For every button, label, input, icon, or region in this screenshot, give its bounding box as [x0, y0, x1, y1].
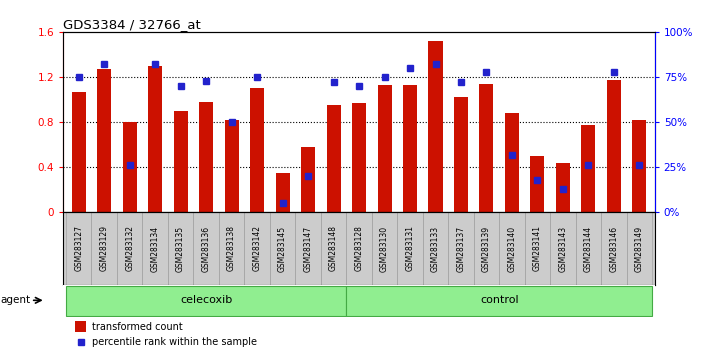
Bar	[397, 212, 423, 285]
Bar	[479, 84, 494, 212]
Bar	[607, 80, 621, 212]
Bar	[556, 163, 570, 212]
Bar	[423, 212, 448, 285]
Bar	[505, 113, 519, 212]
Text: GSM283147: GSM283147	[303, 225, 313, 272]
Text: GDS3384 / 32766_at: GDS3384 / 32766_at	[63, 18, 201, 31]
Text: agent: agent	[1, 295, 31, 305]
Text: GSM283143: GSM283143	[558, 225, 567, 272]
Text: GSM283129: GSM283129	[100, 225, 108, 272]
Bar	[275, 173, 289, 212]
Bar	[148, 66, 162, 212]
Text: GSM283132: GSM283132	[125, 225, 134, 272]
Bar	[270, 212, 295, 285]
Text: control: control	[480, 295, 519, 305]
Text: GSM283128: GSM283128	[355, 225, 363, 272]
Bar	[530, 156, 544, 212]
Bar	[194, 212, 219, 285]
Bar	[122, 122, 137, 212]
Bar	[582, 126, 596, 212]
Bar	[321, 212, 346, 285]
Text: celecoxib: celecoxib	[180, 295, 232, 305]
Bar	[372, 212, 397, 285]
FancyBboxPatch shape	[346, 286, 652, 316]
Bar	[142, 212, 168, 285]
Text: GSM283141: GSM283141	[533, 225, 542, 272]
Bar	[327, 105, 341, 212]
Bar	[499, 212, 524, 285]
Text: GSM283131: GSM283131	[406, 225, 415, 272]
Text: GSM283144: GSM283144	[584, 225, 593, 272]
Bar	[403, 85, 417, 212]
Bar	[75, 321, 86, 332]
Text: transformed count: transformed count	[92, 321, 182, 332]
Bar	[601, 212, 627, 285]
Bar	[377, 85, 391, 212]
Bar	[66, 212, 92, 285]
Bar	[250, 88, 264, 212]
Bar	[174, 111, 188, 212]
Text: GSM283148: GSM283148	[329, 225, 338, 272]
Text: GSM283136: GSM283136	[201, 225, 210, 272]
Bar	[352, 103, 366, 212]
Bar	[168, 212, 194, 285]
FancyBboxPatch shape	[66, 286, 346, 316]
Text: GSM283134: GSM283134	[151, 225, 160, 272]
Text: percentile rank within the sample: percentile rank within the sample	[92, 337, 257, 347]
Text: GSM283139: GSM283139	[482, 225, 491, 272]
Bar	[244, 212, 270, 285]
Bar	[97, 69, 111, 212]
Bar	[219, 212, 244, 285]
Text: GSM283142: GSM283142	[253, 225, 262, 272]
Text: GSM283149: GSM283149	[635, 225, 644, 272]
Bar	[448, 212, 474, 285]
Text: GSM283146: GSM283146	[610, 225, 618, 272]
Bar	[295, 212, 321, 285]
Bar	[429, 41, 443, 212]
Bar	[199, 102, 213, 212]
Bar	[225, 120, 239, 212]
Text: GSM283138: GSM283138	[227, 225, 236, 272]
Bar	[117, 212, 142, 285]
Bar	[627, 212, 652, 285]
Text: GSM283140: GSM283140	[508, 225, 517, 272]
Bar	[524, 212, 551, 285]
Bar	[551, 212, 576, 285]
Bar	[72, 92, 86, 212]
Bar	[576, 212, 601, 285]
Text: GSM283135: GSM283135	[176, 225, 185, 272]
Text: GSM283145: GSM283145	[278, 225, 287, 272]
Bar	[454, 97, 468, 212]
Text: GSM283127: GSM283127	[74, 225, 83, 272]
Text: GSM283133: GSM283133	[431, 225, 440, 272]
Bar	[632, 120, 646, 212]
Text: GSM283137: GSM283137	[456, 225, 465, 272]
Bar	[474, 212, 499, 285]
Bar	[301, 147, 315, 212]
Bar	[346, 212, 372, 285]
Text: GSM283130: GSM283130	[380, 225, 389, 272]
Bar	[92, 212, 117, 285]
